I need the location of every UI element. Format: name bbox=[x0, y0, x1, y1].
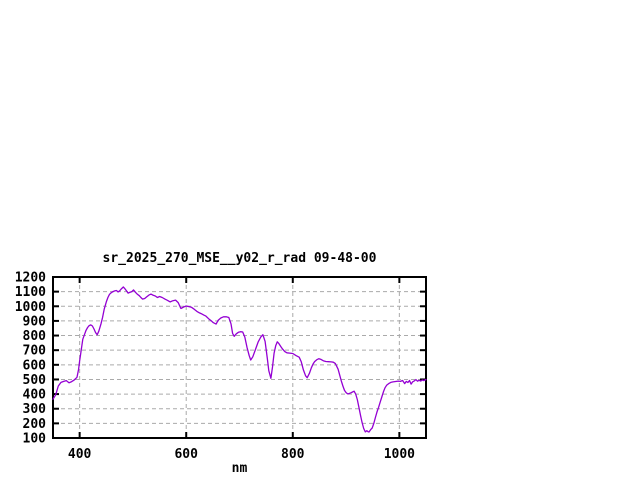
x-tick-label: 800 bbox=[281, 447, 305, 462]
y-tick-label: 500 bbox=[23, 373, 47, 388]
y-tick-label: 700 bbox=[23, 344, 47, 359]
x-axis-label: nm bbox=[231, 461, 248, 476]
y-tick-label: 1100 bbox=[15, 285, 46, 300]
y-tick-label: 900 bbox=[23, 314, 47, 329]
y-tick-label: 800 bbox=[23, 329, 47, 344]
chart-title: sr_2025_270_MSE__y02_r_rad 09-48-00 bbox=[102, 251, 377, 266]
y-tick-label: 100 bbox=[23, 432, 47, 447]
y-tick-label: 200 bbox=[23, 417, 47, 432]
y-tick-label: 1000 bbox=[15, 300, 46, 315]
y-tick-label: 400 bbox=[23, 388, 47, 403]
plot-frame bbox=[52, 276, 427, 439]
x-tick-label: 400 bbox=[68, 447, 92, 462]
y-tick-label: 1200 bbox=[15, 271, 46, 286]
spectral-curve bbox=[52, 286, 427, 433]
y-tick-label: 300 bbox=[23, 402, 47, 417]
y-tick-label: 600 bbox=[23, 358, 47, 373]
x-tick-label: 1000 bbox=[384, 447, 415, 462]
x-tick-label: 600 bbox=[174, 447, 198, 462]
